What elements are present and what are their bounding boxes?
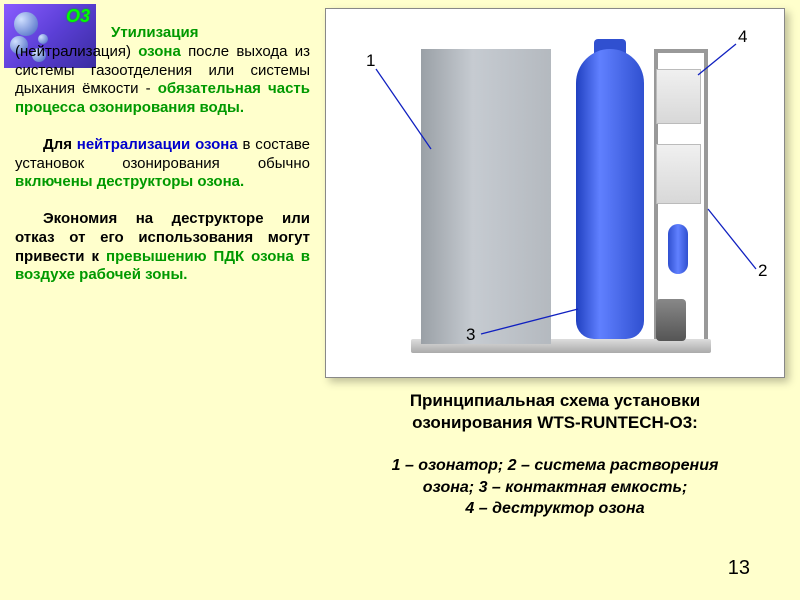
- diagram-box: 1 2 3 4: [325, 8, 785, 378]
- page-number: 13: [728, 557, 750, 580]
- diagram-legend: 1 – озонатор; 2 – система растворения оз…: [330, 455, 780, 520]
- frame-bar: [704, 49, 708, 339]
- frame-bar: [654, 49, 708, 53]
- destructor-panel: [656, 69, 701, 124]
- caption-line2: озонирования WTS-RUNTECH-O3:: [412, 413, 698, 432]
- p1-ozone: озона: [138, 43, 181, 60]
- diagram-inner: 1 2 3 4: [326, 9, 784, 377]
- callout-2: 2: [758, 261, 767, 281]
- legend-line2: озона; 3 – контактная емкость;: [423, 479, 688, 496]
- paragraph-1: Утилизация (нейтрализация) озона после в…: [15, 24, 310, 118]
- control-panel: [656, 144, 701, 204]
- legend-line1: 1 – озонатор; 2 – система растворения: [392, 457, 719, 474]
- leader-lines: [326, 9, 786, 379]
- diagram-caption: Принципиальная схема установки озонирова…: [330, 390, 780, 434]
- callout-4: 4: [738, 27, 747, 47]
- p2-blue: нейтрализации озона: [77, 136, 238, 153]
- legend-line3: 4 – деструктор озона: [465, 500, 644, 517]
- paragraph-2: Для нейтрализации озона в составе устано…: [15, 136, 310, 192]
- p2-start: Для: [43, 136, 72, 153]
- p2-green: включены деструкторы озона.: [15, 173, 244, 190]
- ozonator-unit: [421, 49, 551, 344]
- text-column: Утилизация (нейтрализация) озона после в…: [15, 24, 310, 303]
- contact-tank: [576, 49, 644, 339]
- pump-unit: [656, 299, 686, 341]
- small-filter: [668, 224, 688, 274]
- p1-utilization: Утилизация: [111, 24, 198, 41]
- paragraph-3: Экономия на деструкторе или отказ от его…: [15, 210, 310, 285]
- caption-line1: Принципиальная схема установки: [410, 391, 700, 410]
- callout-1: 1: [366, 51, 375, 71]
- p1-neutral: (нейтрализация): [15, 43, 131, 60]
- callout-3: 3: [466, 325, 475, 345]
